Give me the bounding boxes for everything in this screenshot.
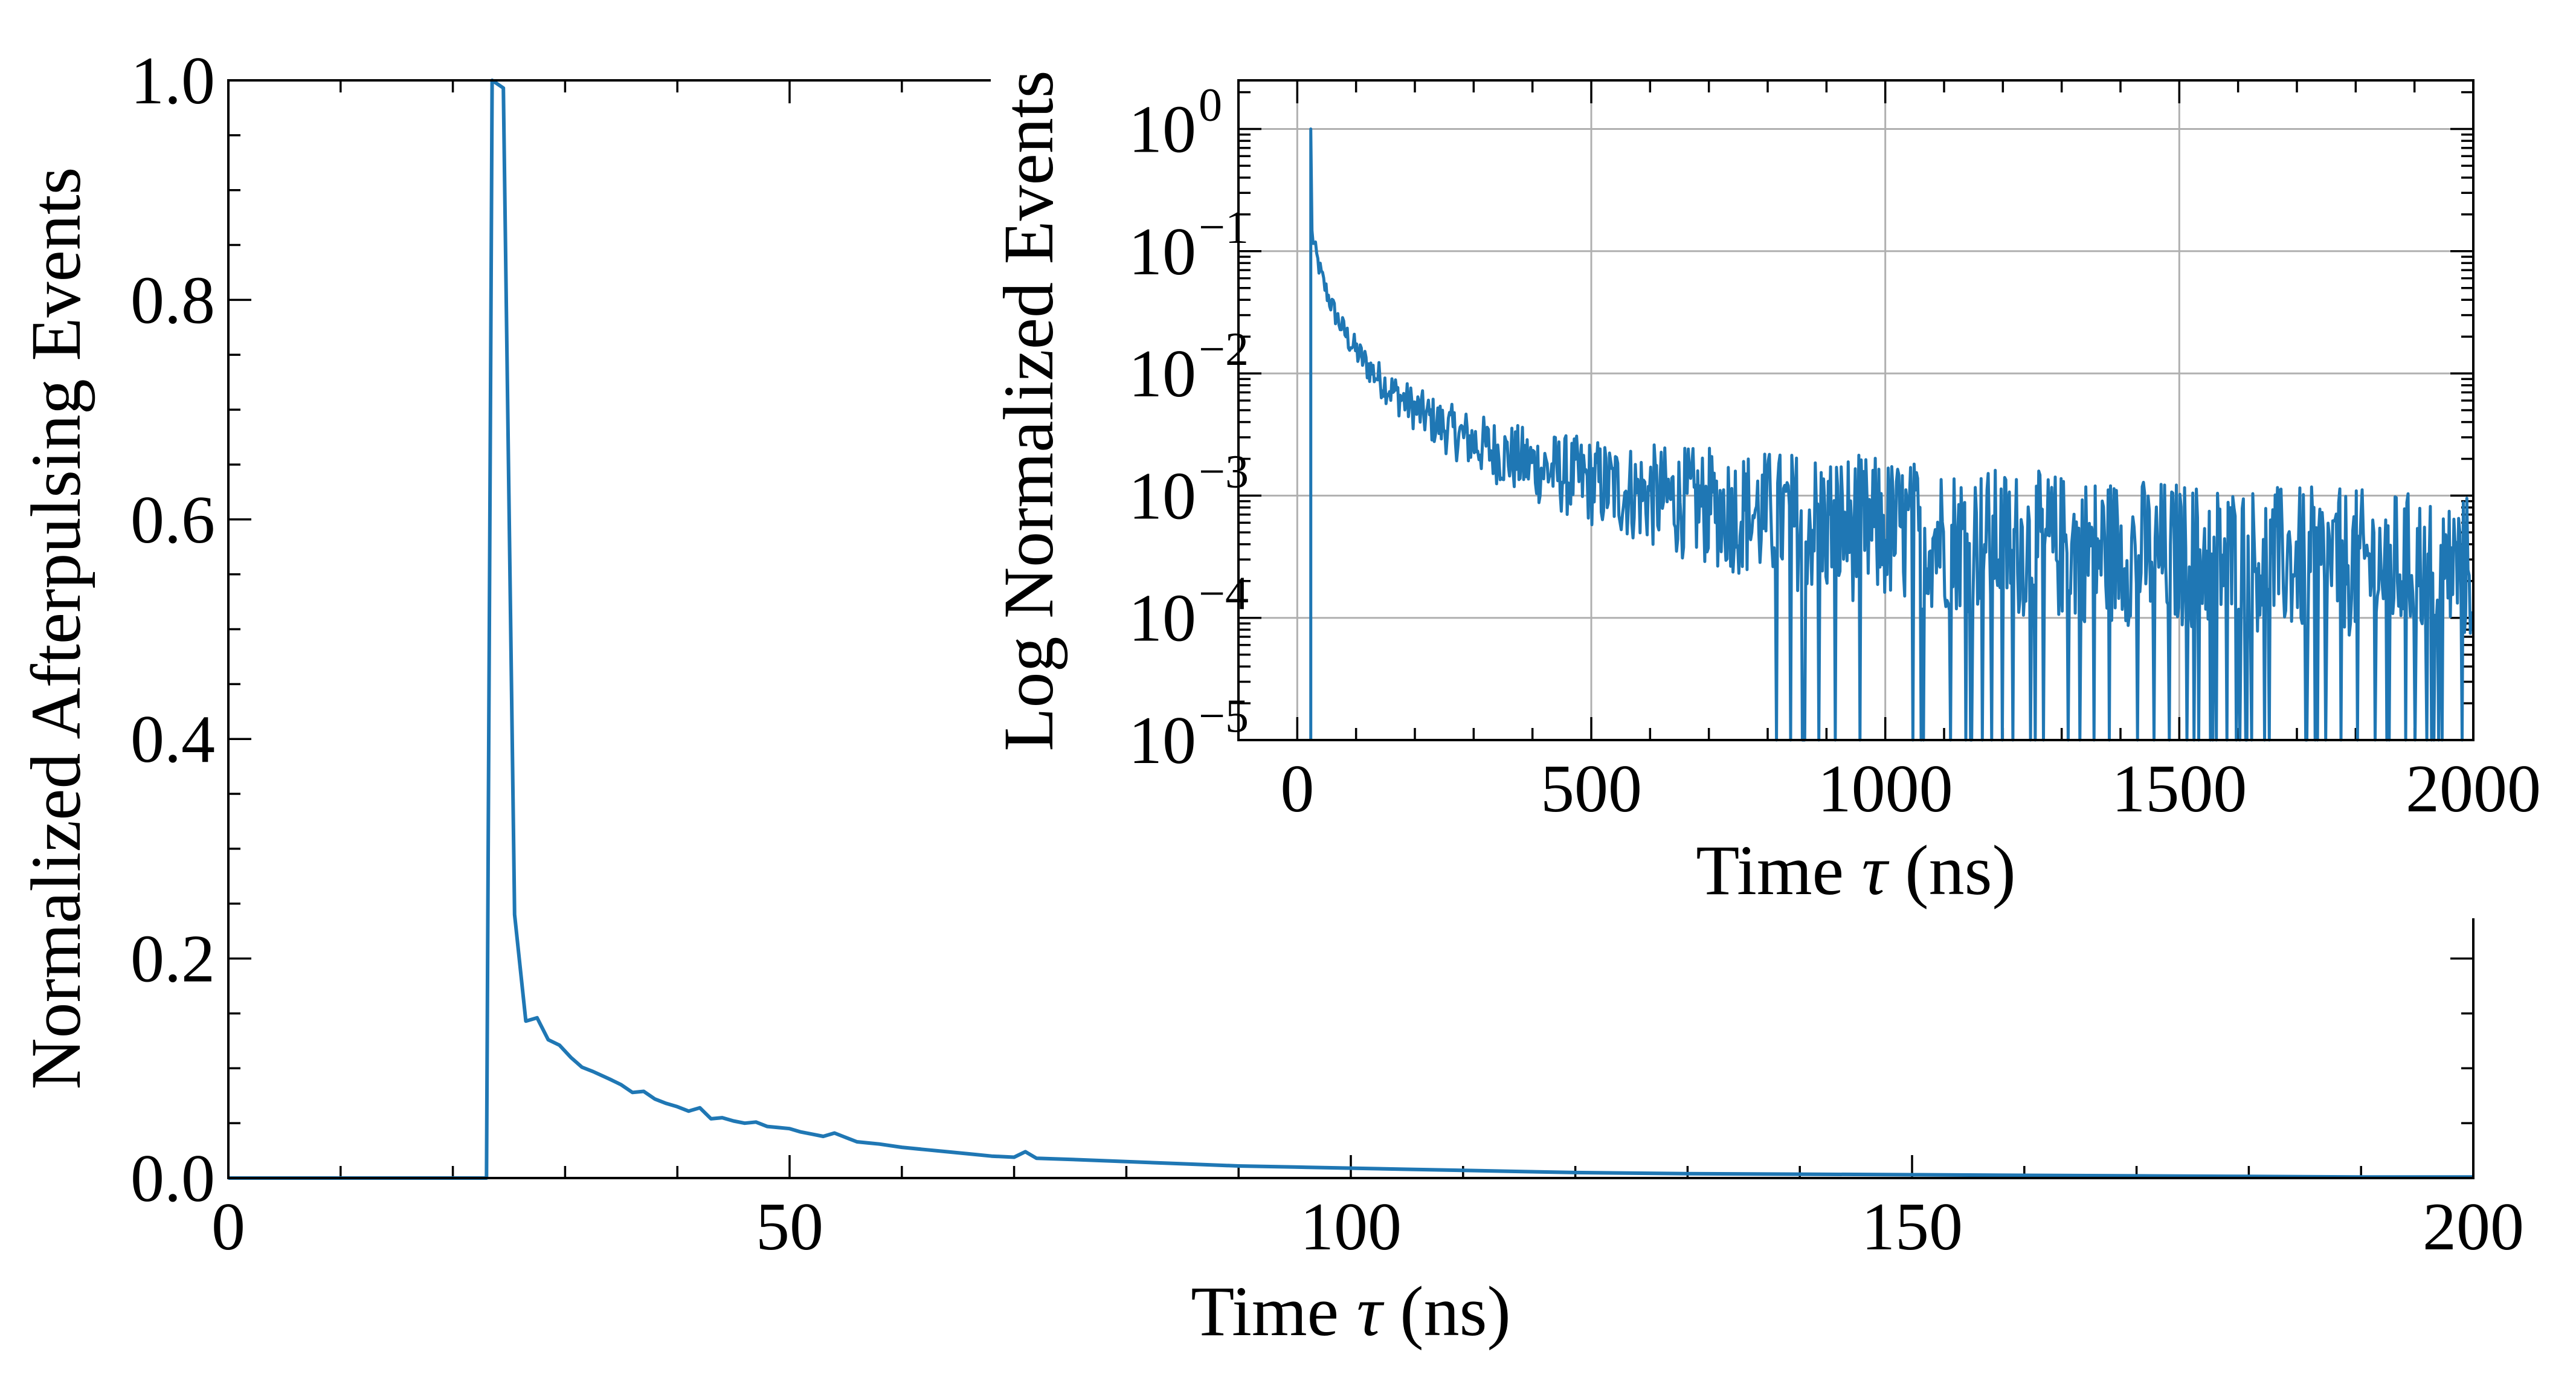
inset-x-tick-label: 2000 (2406, 752, 2541, 826)
main-y-tick-label: 0.2 (130, 922, 215, 997)
main-y-tick-label: 1.0 (130, 43, 215, 118)
main-x-ticks: 0 50 100 150 200 (211, 80, 2524, 1264)
main-x-axis-label: Time τ (ns) (1191, 1272, 1511, 1351)
inset-series-line (1309, 127, 2475, 742)
inset-x-tick-label: 1500 (2111, 752, 2247, 826)
main-x-tick-label: 50 (756, 1190, 823, 1264)
inset-y-tick-label: 10 (1129, 92, 1196, 167)
inset-y-tick-label: 10 (1129, 581, 1196, 656)
main-y-tick-label: 0.4 (130, 702, 215, 777)
main-y-ticks: 0.0 0.2 0.4 0.6 0.8 1.0 (130, 43, 2473, 1216)
inset-x-tick-label: 1000 (1818, 752, 1953, 826)
inset-y-tick-exponent: −5 (1199, 689, 1249, 742)
main-x-tick-label: 0 (211, 1190, 245, 1264)
main-x-tick-label: 100 (1300, 1190, 1402, 1264)
inset-y-tick-exponent: −1 (1199, 201, 1249, 253)
inset-x-ticks: 0 500 1000 1500 2000 (1237, 80, 2541, 826)
inset-y-tick-label: 10 (1129, 703, 1196, 778)
inset-y-tick-exponent: −4 (1199, 567, 1249, 620)
inset-x-tick-label: 500 (1541, 752, 1642, 826)
main-x-tick-label: 150 (1861, 1190, 1963, 1264)
inset-y-tick-label: 10 (1129, 337, 1196, 411)
main-x-tick-label: 200 (2423, 1190, 2524, 1264)
main-series-line (228, 79, 2473, 1180)
main-y-tick-label: 0.6 (130, 483, 215, 558)
inset-y-tick-label: 10 (1129, 214, 1196, 289)
inset-x-axis-label: Time τ (ns) (1696, 831, 2016, 910)
main-y-tick-label: 0.8 (130, 263, 215, 338)
inset-y-tick-exponent: 0 (1199, 79, 1222, 131)
inset-y-axis-label: Log Normalized Events (989, 70, 1068, 751)
main-y-tick-label: 0.0 (130, 1141, 215, 1216)
main-plot: 0 50 100 150 200 0.00.20.40.60.81.0 Time τ (… (16, 43, 2524, 1351)
inset-y-tick-label: 10 (1129, 459, 1196, 533)
inset-y-tick-exponent: −3 (1199, 445, 1249, 497)
inset-background (991, 12, 2576, 918)
inset-y-tick-exponent: −2 (1199, 323, 1249, 375)
inset-plot-frame (1237, 79, 2475, 741)
main-y-axis-label: Normalized Afterpulsing Events (16, 167, 95, 1089)
inset-x-tick-label: 0 (1280, 752, 1314, 826)
